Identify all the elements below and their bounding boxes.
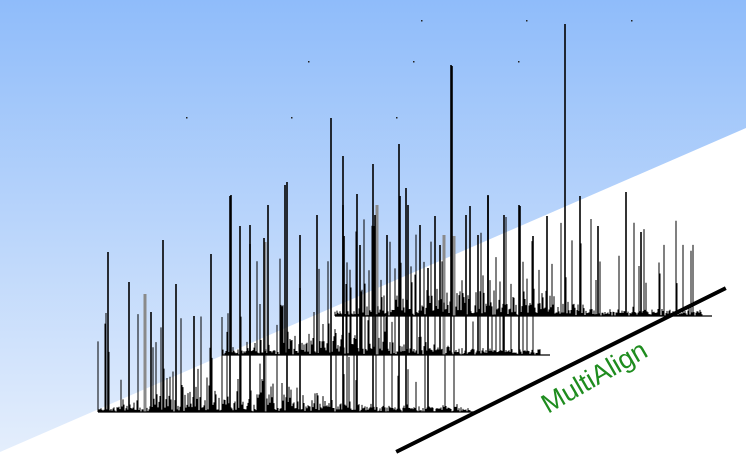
depth-marker-dot — [526, 20, 528, 22]
depth-marker-dot — [631, 20, 633, 22]
depth-marker-dot — [186, 117, 188, 119]
spectrum-shadow-peak — [375, 205, 379, 355]
mass-spectra-stack — [97, 20, 712, 413]
spectrum-shadow-peak — [263, 242, 267, 412]
depth-marker-dot — [308, 61, 310, 63]
depth-marker-dot — [518, 61, 520, 63]
spectrum-shadow-peak — [442, 235, 446, 355]
brand-underline — [395, 286, 727, 454]
depth-marker-dot — [413, 61, 415, 63]
depth-marker-dot — [396, 117, 398, 119]
depth-marker-dot — [291, 117, 293, 119]
depth-marker-dot — [421, 20, 423, 22]
spectrum-shadow-peak — [143, 294, 147, 412]
spectrum-shadow-peak — [452, 236, 456, 316]
